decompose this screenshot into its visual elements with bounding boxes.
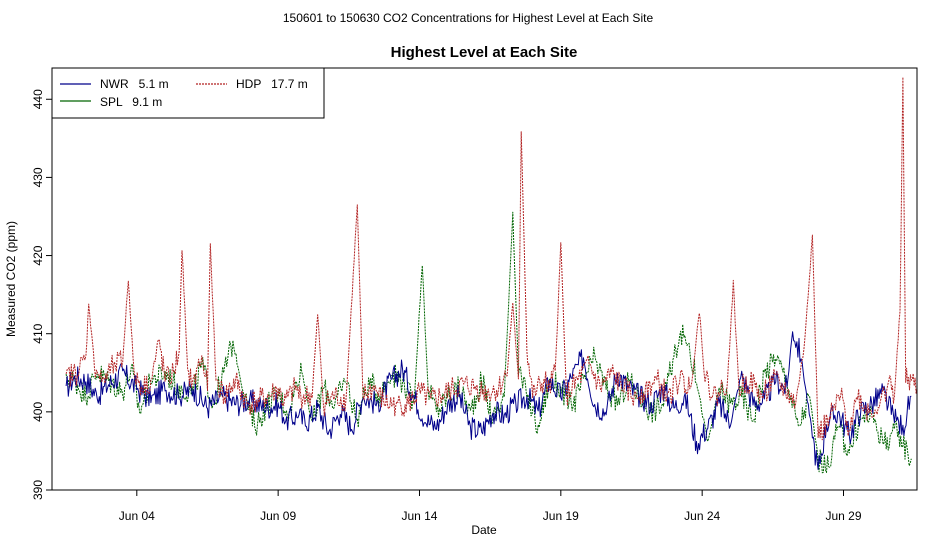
legend-label-nwr: NWR 5.1 m	[100, 77, 169, 91]
x-tick-label: Jun 09	[260, 509, 296, 523]
y-axis: 390 400 410 420 430 440	[31, 89, 52, 500]
x-tick-label: Jun 14	[401, 509, 437, 523]
x-axis: Jun 04 Jun 09 Jun 14 Jun 19 Jun 24 Jun 29	[119, 490, 862, 523]
y-tick-label: 390	[31, 480, 45, 500]
chart-title: Highest Level at Each Site	[391, 44, 578, 61]
y-tick-label: 430	[31, 167, 45, 187]
y-tick-label: 440	[31, 89, 45, 109]
y-tick-label: 410	[31, 323, 45, 343]
legend-box	[51, 67, 325, 119]
chart-suptitle: 150601 to 150630 CO2 Concentrations for …	[283, 11, 654, 25]
y-tick-label: 400	[31, 402, 45, 422]
y-tick-label: 420	[31, 245, 45, 265]
x-tick-label: Jun 19	[543, 509, 579, 523]
legend: NWR 5.1 m SPL 9.1 m HDP 17.7 m	[51, 67, 325, 119]
series-line-2	[65, 76, 918, 441]
x-tick-label: Jun 04	[119, 509, 155, 523]
legend-label-hdp: HDP 17.7 m	[236, 77, 308, 91]
plot-frame	[51, 67, 918, 491]
x-axis-label: Date	[471, 523, 497, 537]
x-tick-label: Jun 24	[684, 509, 720, 523]
series-line-1	[65, 211, 912, 474]
x-tick-label: Jun 29	[825, 509, 861, 523]
series-layer	[65, 76, 918, 474]
legend-label-spl: SPL 9.1 m	[100, 95, 162, 109]
series-line-0	[65, 331, 912, 470]
y-axis-label: Measured CO2 (ppm)	[4, 221, 18, 337]
